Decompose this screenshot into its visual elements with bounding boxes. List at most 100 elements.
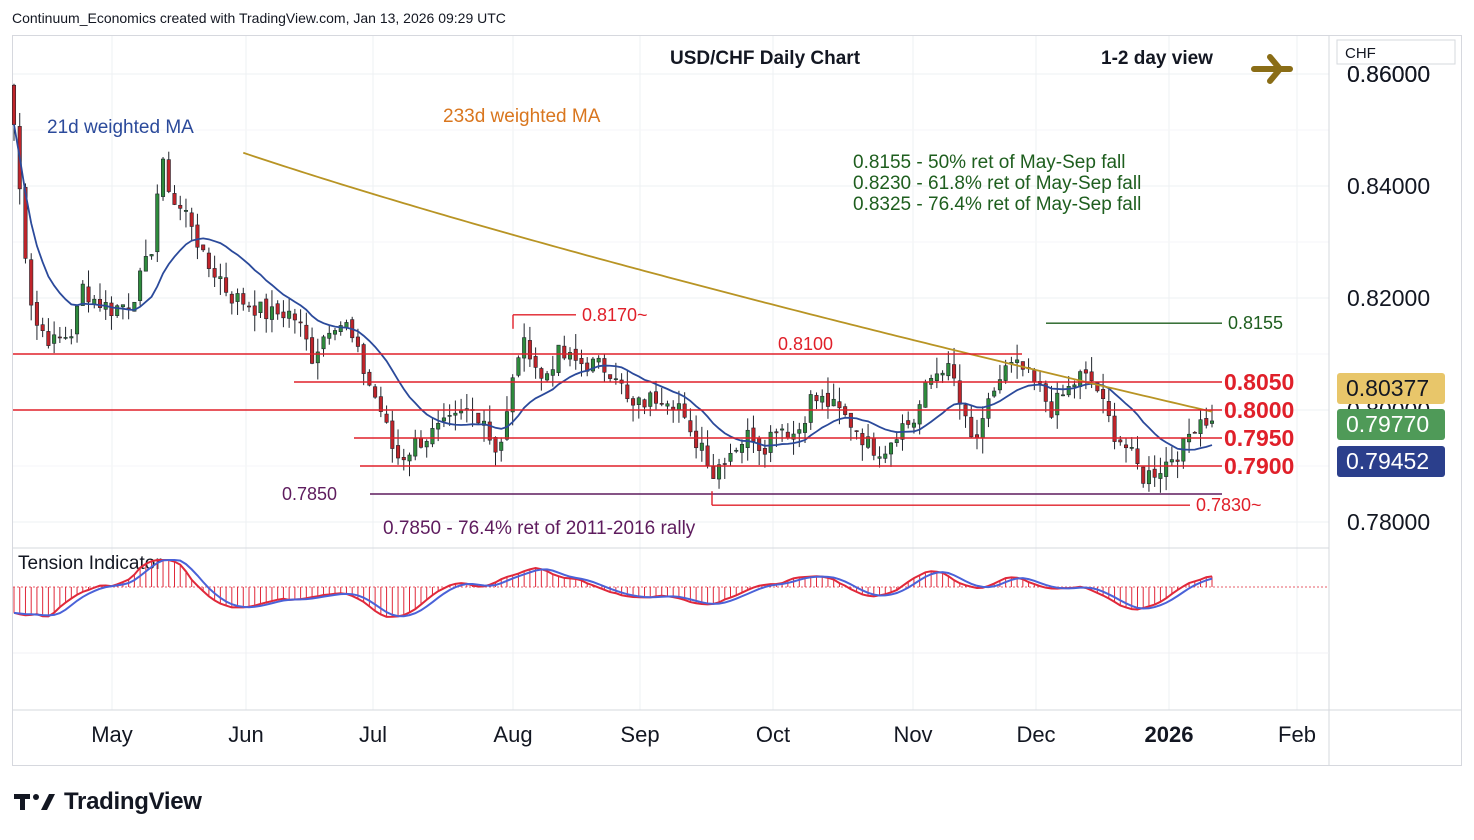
candle-body: [694, 430, 699, 449]
candle-body: [911, 422, 916, 428]
price-tag: [1337, 373, 1445, 404]
candle-body: [1015, 359, 1020, 363]
x-tick-label: Jul: [359, 722, 387, 747]
candle-body: [1118, 439, 1123, 443]
candle-body: [1060, 394, 1065, 397]
candle-body: [258, 301, 263, 313]
candle-body: [699, 442, 704, 451]
candle-body: [115, 305, 120, 316]
candle-body: [1141, 466, 1146, 484]
candle-body: [1112, 415, 1117, 442]
candle-body: [275, 303, 280, 315]
level-label-0-8170: 0.8170~: [582, 305, 648, 325]
level-label-0-7850: 0.7850: [282, 484, 337, 504]
candle-body: [854, 430, 859, 432]
candle-body: [1072, 384, 1077, 388]
candle-body: [201, 244, 206, 251]
candle-body: [705, 445, 710, 466]
candle-body: [625, 384, 630, 399]
candle-body: [441, 417, 446, 422]
candle-body: [946, 363, 951, 377]
ma-21-line: [13, 124, 1213, 451]
candle-body: [189, 212, 194, 227]
candle-body: [40, 324, 45, 331]
candle-body: [734, 449, 739, 452]
x-tick-label: Oct: [756, 722, 790, 747]
candle-body: [745, 429, 750, 448]
candle-body: [780, 428, 785, 431]
candle-body: [218, 276, 223, 280]
candle-body: [986, 398, 991, 419]
candle-body: [373, 386, 378, 398]
candle-body: [785, 431, 790, 439]
candle-body: [264, 298, 269, 320]
candle-body: [401, 456, 406, 461]
candle-body: [739, 444, 744, 453]
chart-attribution: Continuum_Economics created with Trading…: [12, 10, 506, 26]
candle-body: [57, 336, 62, 339]
candle-body: [1175, 459, 1180, 462]
price-tag: [1337, 409, 1445, 440]
candle-body: [590, 358, 595, 372]
bottom-note: 0.7850 - 76.4% ret of 2011-2016 rally: [383, 518, 696, 539]
candle-body: [774, 431, 779, 434]
candle-body: [791, 433, 796, 440]
price-tag: [1337, 446, 1445, 477]
candle-body: [1066, 386, 1071, 396]
x-tick-label: Sep: [620, 722, 659, 747]
x-tick-label: Nov: [893, 722, 932, 747]
candle-body: [659, 403, 664, 405]
retracement-note: 0.8155 - 50% ret of May-Sep fall: [853, 152, 1125, 173]
candle-body: [206, 252, 211, 269]
candle-body: [768, 431, 773, 453]
tradingview-logo[interactable]: TradingView: [14, 788, 202, 816]
candle-body: [29, 259, 34, 306]
candle-body: [1043, 383, 1048, 402]
level-label-0-7900: 0.7900: [1224, 453, 1294, 479]
candle-body: [413, 438, 418, 457]
candle-body: [75, 305, 80, 335]
chart-frame: [12, 35, 1462, 766]
candle-body: [636, 397, 641, 406]
candle-body: [579, 358, 584, 365]
candle-body: [332, 330, 338, 335]
candle-body: [848, 412, 853, 428]
candle-body: [235, 293, 240, 302]
candle-body: [247, 305, 252, 308]
candle-body: [888, 442, 894, 455]
candle-body: [1192, 432, 1197, 434]
candle-body: [1204, 418, 1209, 426]
candle-body: [338, 325, 343, 332]
candle-body: [997, 379, 1002, 391]
candle-body: [97, 298, 102, 308]
candle-body: [906, 420, 911, 425]
candle-body: [550, 369, 555, 376]
candle-body: [310, 337, 315, 364]
candle-body: [1095, 382, 1100, 392]
candle-body: [252, 305, 257, 316]
candle-body: [952, 364, 957, 379]
x-tick-label: May: [91, 722, 133, 747]
candle-body: [46, 331, 51, 346]
candle-body: [717, 464, 722, 480]
candle-body: [969, 416, 974, 438]
candle-body: [69, 336, 74, 339]
candle-body: [671, 406, 676, 410]
candle-body: [980, 418, 985, 439]
candle-body: [653, 391, 659, 404]
candle-body: [820, 395, 825, 403]
tension-fast-line: [13, 559, 1213, 618]
candle-body: [436, 422, 441, 430]
candle-body: [1055, 392, 1060, 416]
candle-body: [1152, 468, 1157, 478]
candle-body: [797, 429, 802, 434]
candle-body: [894, 439, 899, 444]
candle-body: [430, 428, 435, 445]
candle-body: [269, 306, 274, 320]
candle-body: [562, 345, 567, 359]
candle-body: [224, 277, 229, 293]
view-label: 1-2 day view: [1101, 48, 1213, 69]
retracement-note: 0.8230 - 61.8% ret of May-Sep fall: [853, 173, 1141, 194]
candle-body: [877, 456, 882, 459]
